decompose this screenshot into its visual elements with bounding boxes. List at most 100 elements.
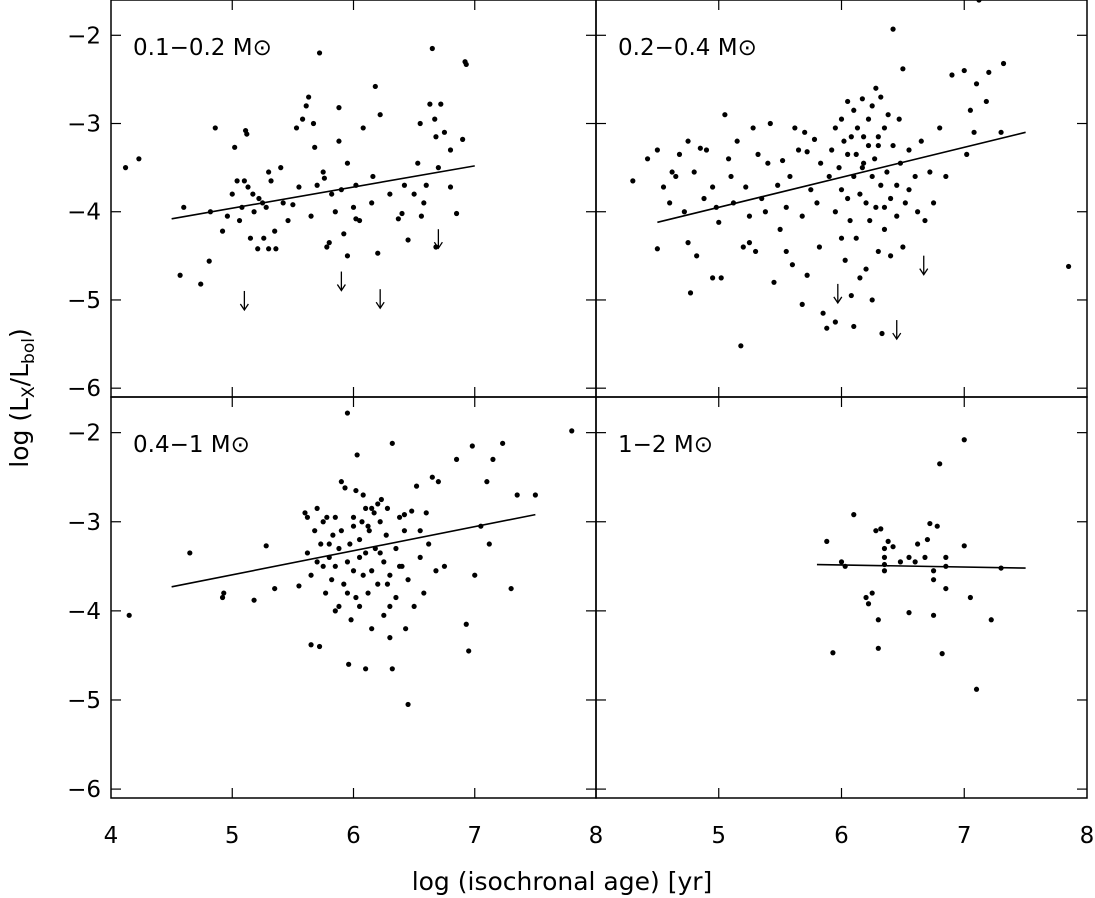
data-point xyxy=(832,319,838,325)
data-point xyxy=(348,617,354,623)
y-tick-label: −2 xyxy=(67,421,101,447)
data-point xyxy=(324,514,330,520)
fit-line xyxy=(171,513,536,588)
arrow-head xyxy=(239,303,249,312)
data-point xyxy=(734,138,740,144)
data-point xyxy=(685,138,691,144)
data-point xyxy=(820,310,826,316)
data-point xyxy=(251,209,257,215)
data-point xyxy=(878,526,884,532)
x-tick-label: 5 xyxy=(225,823,240,849)
data-point xyxy=(771,279,777,285)
data-point xyxy=(306,94,312,100)
x-tick-label: 7 xyxy=(957,823,972,849)
data-point xyxy=(703,147,710,153)
data-point xyxy=(453,456,460,462)
data-point xyxy=(988,617,994,623)
data-point xyxy=(836,165,842,171)
data-point xyxy=(341,231,347,237)
data-point xyxy=(863,594,869,601)
data-point xyxy=(441,563,448,569)
data-point xyxy=(273,246,279,252)
data-point xyxy=(447,184,454,190)
data-point xyxy=(900,244,906,250)
data-point xyxy=(372,545,378,552)
data-point xyxy=(896,116,902,122)
data-point xyxy=(177,272,183,278)
y-tick-label: −6 xyxy=(67,376,101,402)
data-point xyxy=(396,514,403,520)
data-point xyxy=(122,165,129,171)
data-point xyxy=(865,601,872,607)
data-point xyxy=(873,85,879,91)
panel-1: −6 −5 −4 −3 −2 0.1−0.2 M⊙ xyxy=(67,0,597,402)
data-point xyxy=(804,272,810,278)
data-point xyxy=(354,452,360,458)
data-point xyxy=(722,112,728,118)
data-point xyxy=(986,69,992,75)
data-point xyxy=(930,612,937,618)
data-point xyxy=(644,156,651,162)
data-point xyxy=(829,147,835,153)
data-point xyxy=(206,258,212,264)
data-point xyxy=(272,585,278,592)
data-point xyxy=(808,187,814,193)
x-axis-title: log (isochronal age) [yr] xyxy=(412,867,713,896)
data-point xyxy=(239,204,245,210)
data-point xyxy=(378,496,384,503)
data-point xyxy=(755,151,761,157)
data-point xyxy=(838,559,845,565)
data-point xyxy=(387,572,393,578)
x-tick-label: 8 xyxy=(589,823,604,849)
data-point xyxy=(324,244,330,250)
data-point xyxy=(983,98,989,105)
upper-limit-arrow xyxy=(336,271,346,292)
data-point xyxy=(365,523,371,529)
data-point xyxy=(393,545,399,552)
upper-limit-arrow xyxy=(833,283,843,305)
data-point xyxy=(460,136,466,142)
data-point xyxy=(939,651,945,657)
data-point xyxy=(332,514,338,520)
data-point xyxy=(777,226,783,232)
data-point xyxy=(669,169,675,175)
data-point xyxy=(859,96,865,102)
data-point xyxy=(943,585,949,592)
data-point xyxy=(344,253,351,259)
data-point xyxy=(363,550,369,556)
upper-limit-arrow xyxy=(919,255,929,276)
data-point xyxy=(514,492,520,498)
data-point xyxy=(697,145,703,151)
data-point xyxy=(863,266,869,272)
data-point xyxy=(918,138,924,144)
data-point xyxy=(245,184,251,190)
y-tick-label: −5 xyxy=(67,288,101,314)
data-point xyxy=(302,510,308,516)
data-point xyxy=(415,160,421,166)
arrow-head xyxy=(336,284,346,292)
panel-label: 0.4−1 M⊙ xyxy=(133,432,250,458)
data-point xyxy=(838,187,845,193)
data-point xyxy=(900,66,906,72)
data-point xyxy=(830,650,836,656)
x-tick-label: 5 xyxy=(711,823,726,849)
data-point xyxy=(725,156,732,162)
data-point xyxy=(750,125,756,131)
data-point xyxy=(894,182,900,188)
data-point xyxy=(304,550,311,556)
data-point xyxy=(804,149,810,155)
data-point xyxy=(181,204,187,210)
data-point xyxy=(792,125,798,131)
data-point xyxy=(314,505,320,511)
data-point xyxy=(881,545,888,552)
data-point xyxy=(312,144,318,150)
data-point xyxy=(423,182,429,188)
data-point xyxy=(881,568,888,574)
data-point xyxy=(875,248,881,255)
data-point xyxy=(347,541,353,547)
data-point xyxy=(924,536,931,543)
data-point xyxy=(234,178,240,184)
data-point xyxy=(973,686,980,692)
data-point xyxy=(937,125,943,131)
arrow-head xyxy=(919,268,929,276)
